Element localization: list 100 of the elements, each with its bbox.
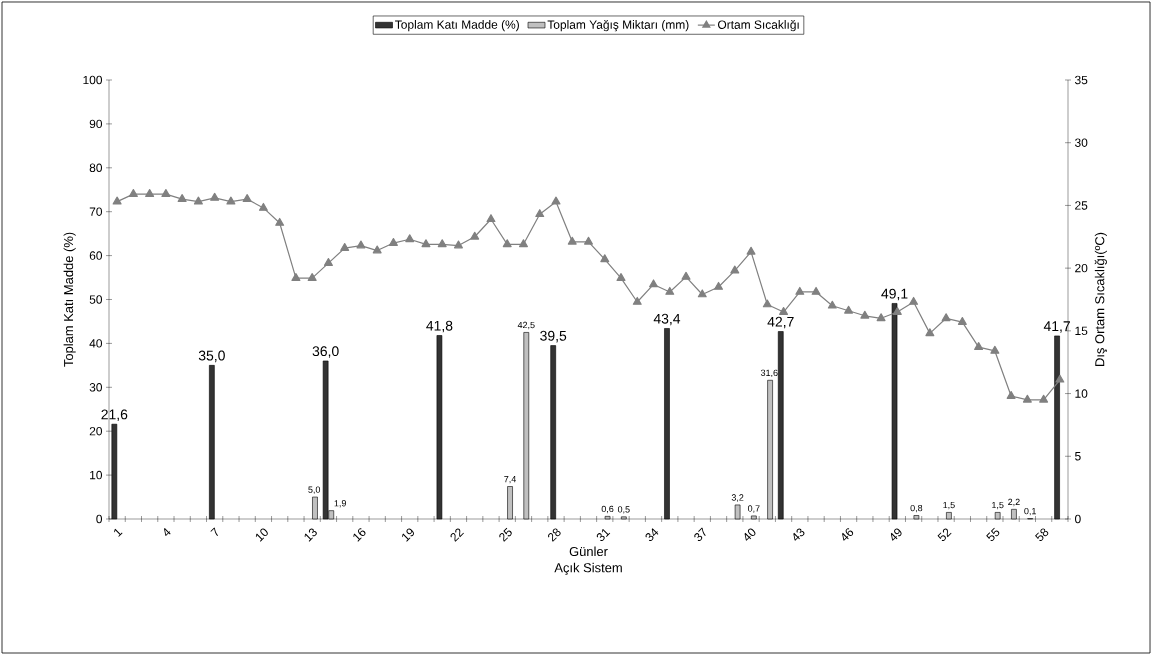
point xyxy=(128,189,138,197)
point xyxy=(502,239,512,248)
point xyxy=(421,239,431,248)
data-label: 36,0 xyxy=(312,346,339,358)
text: Açık Sistem xyxy=(554,562,622,575)
data-label: 0,6 xyxy=(601,505,614,514)
point xyxy=(323,258,333,266)
y2-tick-label: 5 xyxy=(1075,452,1081,461)
x-tick-label: 58 xyxy=(1035,528,1049,542)
point xyxy=(340,242,350,251)
data-label: 0,1 xyxy=(1024,507,1036,516)
data-label: 35,0 xyxy=(198,350,225,363)
point xyxy=(795,286,805,295)
data-label: 1,9 xyxy=(334,500,346,508)
point xyxy=(437,239,447,248)
point xyxy=(616,273,626,282)
x-tick-label: 16 xyxy=(353,528,366,542)
point xyxy=(892,306,902,315)
data-label: 0,8 xyxy=(910,504,923,513)
point xyxy=(258,202,268,211)
point xyxy=(957,316,967,325)
point xyxy=(486,214,496,223)
point xyxy=(1039,394,1049,403)
point xyxy=(925,328,935,337)
y2-tick-label: 25 xyxy=(1075,201,1088,210)
point xyxy=(291,273,301,282)
x-tick-label: 13 xyxy=(304,528,317,542)
point xyxy=(551,196,561,205)
point xyxy=(697,289,707,298)
point xyxy=(145,189,155,197)
y2-tick-label: 20 xyxy=(1075,263,1088,273)
legend-label: Toplam Katı Madde (%) xyxy=(395,20,519,32)
x-tick-label: 31 xyxy=(596,528,611,542)
x-tick-label: 1 xyxy=(114,528,123,537)
data-label: 3,2 xyxy=(731,494,744,502)
data-label: 5,0 xyxy=(308,486,321,494)
point xyxy=(1022,394,1032,403)
x-tick-label: 4 xyxy=(164,528,171,536)
x-tick-label: 40 xyxy=(744,528,756,541)
x-tick-label: 37 xyxy=(694,527,706,542)
y-tick-label: 30 xyxy=(89,383,103,392)
y2-tick-label: 35 xyxy=(1074,75,1088,85)
y-tick-label: 0 xyxy=(96,514,103,524)
y2-tick-label: 10 xyxy=(1075,389,1088,398)
point xyxy=(1055,374,1065,383)
legend-label: Ortam Sıcaklığı xyxy=(718,19,799,32)
point xyxy=(632,296,642,305)
y-tick-label: 50 xyxy=(89,295,103,304)
point xyxy=(600,254,610,263)
point xyxy=(584,236,593,245)
data-label: 7,4 xyxy=(504,475,516,484)
y-tick-label: 20 xyxy=(89,426,103,436)
data-label: 0,7 xyxy=(747,505,760,513)
point xyxy=(860,310,870,319)
point xyxy=(974,342,984,351)
x-tick-label: 49 xyxy=(890,528,902,541)
point xyxy=(730,265,740,274)
data-label: 49,1 xyxy=(881,288,908,301)
y-tick-label: 70 xyxy=(89,207,103,216)
point xyxy=(876,313,886,322)
point xyxy=(762,299,772,308)
y2-tick-label: 0 xyxy=(1075,514,1081,524)
y2-tick-label: 15 xyxy=(1075,326,1088,336)
point xyxy=(1006,390,1016,399)
x-axis-title: Günler xyxy=(569,546,608,557)
data-label: 1,5 xyxy=(943,501,955,510)
point xyxy=(356,240,366,249)
point xyxy=(210,192,220,201)
point xyxy=(372,245,382,254)
point xyxy=(714,281,724,290)
data-label: 41,8 xyxy=(426,320,453,333)
y-tick-label: 100 xyxy=(83,75,103,85)
data-label: 41,7 xyxy=(1043,321,1070,333)
x-tick-label: 25 xyxy=(499,527,512,542)
point xyxy=(990,345,1000,354)
x-tick-label: 7 xyxy=(210,527,219,536)
data-label: 39,5 xyxy=(540,330,567,343)
data-label: 21,6 xyxy=(101,409,128,421)
data-label: 43,4 xyxy=(653,313,681,326)
point xyxy=(405,234,415,243)
point xyxy=(665,286,675,295)
point xyxy=(242,194,252,202)
point xyxy=(112,196,122,205)
point xyxy=(275,217,285,226)
x-tick-label: 19 xyxy=(402,528,414,542)
y-axis-title: Toplam Katı Madde (%) xyxy=(63,232,76,367)
x-tick-label: 10 xyxy=(255,528,268,542)
point xyxy=(827,300,837,309)
data-label: 0,5 xyxy=(617,506,630,514)
point xyxy=(518,239,528,248)
point xyxy=(746,246,756,255)
point xyxy=(193,196,203,205)
data-label: 42,5 xyxy=(517,321,535,330)
data-label: 42,7 xyxy=(767,316,794,329)
y2-axis-title: Dış Ortam Sıcaklığı(ºC) xyxy=(1094,232,1107,366)
y-tick-label: 10 xyxy=(90,470,103,480)
point xyxy=(307,273,317,282)
point xyxy=(453,240,463,249)
x-tick-label: 46 xyxy=(842,528,854,541)
x-tick-label: 22 xyxy=(450,528,464,542)
